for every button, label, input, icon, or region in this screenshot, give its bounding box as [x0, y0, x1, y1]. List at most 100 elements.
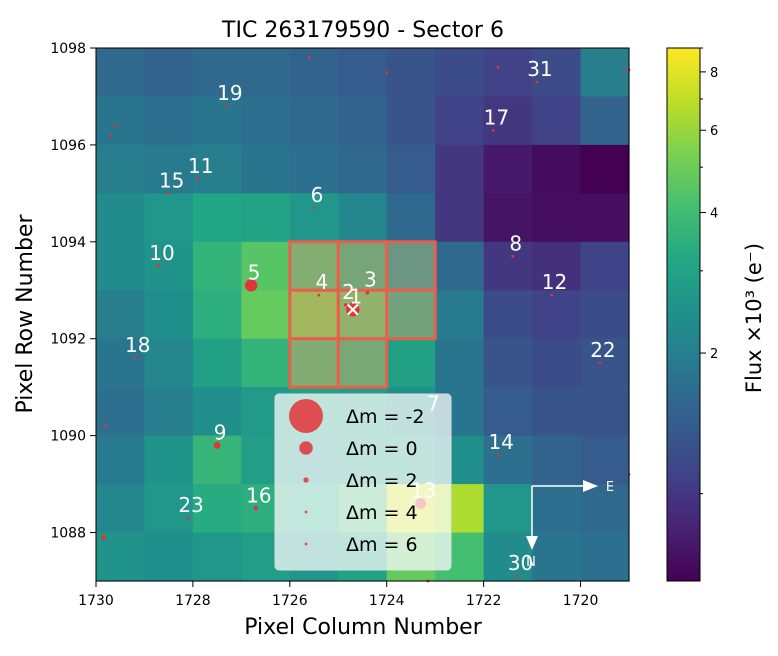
x-tick-label: 1726 — [272, 593, 308, 609]
heatmap-cell — [532, 48, 582, 98]
heatmap-cell — [241, 338, 291, 388]
legend-marker — [289, 399, 323, 433]
heatmap-cell — [192, 532, 242, 582]
heatmap-cell — [338, 96, 388, 146]
heatmap-cell — [483, 338, 533, 388]
heatmap-cell — [532, 193, 582, 243]
heatmap-cell — [144, 144, 194, 194]
plot-frame — [95, 47, 630, 582]
star-marker — [307, 56, 311, 60]
x-tick-label: 1720 — [563, 593, 599, 609]
heatmap-cell — [192, 484, 242, 534]
legend-label: Δm = 0 — [346, 438, 418, 460]
heatmap-cell — [338, 241, 388, 291]
star-marker — [496, 453, 500, 457]
x-tick-label: 1724 — [369, 593, 405, 609]
heatmap-cell — [96, 435, 146, 485]
star-marker — [516, 574, 519, 578]
heatmap-cell — [338, 290, 388, 340]
heatmap-cell — [289, 193, 339, 243]
star-label: 19 — [217, 81, 242, 105]
y-axis-label: Pixel Row Number — [13, 214, 38, 414]
y-tick-label: 1096 — [50, 138, 86, 154]
heatmap-cell — [435, 290, 485, 340]
heatmap-cell — [532, 144, 582, 194]
heatmap-cell — [483, 435, 533, 485]
heatmap-cell — [580, 144, 630, 194]
heatmap-cell — [580, 193, 630, 243]
heatmap-cell — [289, 338, 339, 388]
heatmap-cell — [580, 484, 630, 534]
colorbar-label: Flux ×10³ (e⁻) — [742, 243, 766, 393]
legend-marker — [304, 542, 308, 546]
heatmap-cell — [532, 484, 582, 534]
heatmap-cell — [580, 241, 630, 291]
star-label: 17 — [484, 105, 509, 129]
heatmap-cell — [96, 96, 146, 146]
star-label: 16 — [246, 483, 271, 507]
heatmap-cell — [483, 144, 533, 194]
star-label: 4 — [316, 270, 329, 294]
star-marker — [598, 361, 602, 365]
heatmap-cell — [96, 338, 146, 388]
legend-box — [274, 393, 452, 571]
heatmap-cell — [144, 484, 194, 534]
heatmap-cell — [192, 338, 242, 388]
heatmap-cell — [386, 338, 436, 388]
heatmap-cell — [144, 387, 194, 437]
colorbar-bar — [666, 47, 701, 582]
heatmap-cell — [96, 484, 146, 534]
heatmap-cell — [386, 193, 436, 243]
star-marker — [113, 124, 117, 127]
heatmap-cell — [386, 96, 436, 146]
target-cross-icon — [347, 303, 359, 316]
star-marker — [365, 290, 370, 295]
star-marker — [186, 516, 190, 520]
star-label: 10 — [149, 241, 174, 265]
star-label: 15 — [159, 168, 184, 192]
x-tick-label: 1728 — [175, 593, 211, 609]
compass-lines — [531, 485, 586, 538]
star-label: 9 — [214, 420, 227, 444]
star-marker — [622, 68, 626, 72]
legend: Δm = -2 Δm = 0 Δm = 2 Δm = 4 Δm = 6 — [274, 393, 452, 571]
star-label: 2 — [342, 280, 355, 304]
heatmap-cell — [192, 48, 242, 98]
heatmap-cell — [289, 290, 339, 340]
colorbar-tick-label: 4 — [710, 206, 718, 221]
aperture-mask — [288, 240, 437, 389]
heatmap-cell — [289, 144, 339, 194]
star-marker — [312, 206, 316, 210]
heatmap-cell — [338, 144, 388, 194]
north-arrow-icon — [526, 536, 538, 550]
star-label: 1 — [349, 285, 362, 309]
star-label: 31 — [527, 57, 552, 81]
x-axis-label: Pixel Column Number — [244, 615, 482, 640]
star-marker — [491, 128, 495, 132]
star-marker — [253, 506, 259, 511]
heatmap-cell — [435, 96, 485, 146]
heatmap-cell — [532, 387, 582, 437]
x-axis: 1730 1728 1726 1724 1722 1720 — [78, 581, 598, 609]
star-label: 30 — [508, 551, 533, 575]
east-arrow-icon — [583, 480, 598, 492]
compass: EN — [526, 480, 614, 570]
heatmap-cell — [386, 144, 436, 194]
heatmap-cell — [338, 338, 388, 388]
colorbar-tick-label: 2 — [710, 347, 718, 362]
star-marker — [511, 254, 515, 258]
star-label: 12 — [542, 270, 567, 294]
heatmap-cell — [338, 193, 388, 243]
aperture-pixel — [385, 288, 437, 341]
heatmap-cell — [580, 532, 630, 582]
heatmap-cell — [144, 96, 194, 146]
heatmap-cell — [192, 290, 242, 340]
colorbar: 2 4 6 8 — [666, 47, 718, 582]
heatmap-cell — [386, 241, 436, 291]
heatmap-cell — [435, 48, 485, 98]
heatmap-cell — [241, 48, 291, 98]
chart-title: TIC 263179590 - Sector 6 — [221, 18, 504, 43]
heatmap-cell — [532, 435, 582, 485]
heatmap-cell — [580, 338, 630, 388]
aperture-pixel — [288, 240, 340, 292]
